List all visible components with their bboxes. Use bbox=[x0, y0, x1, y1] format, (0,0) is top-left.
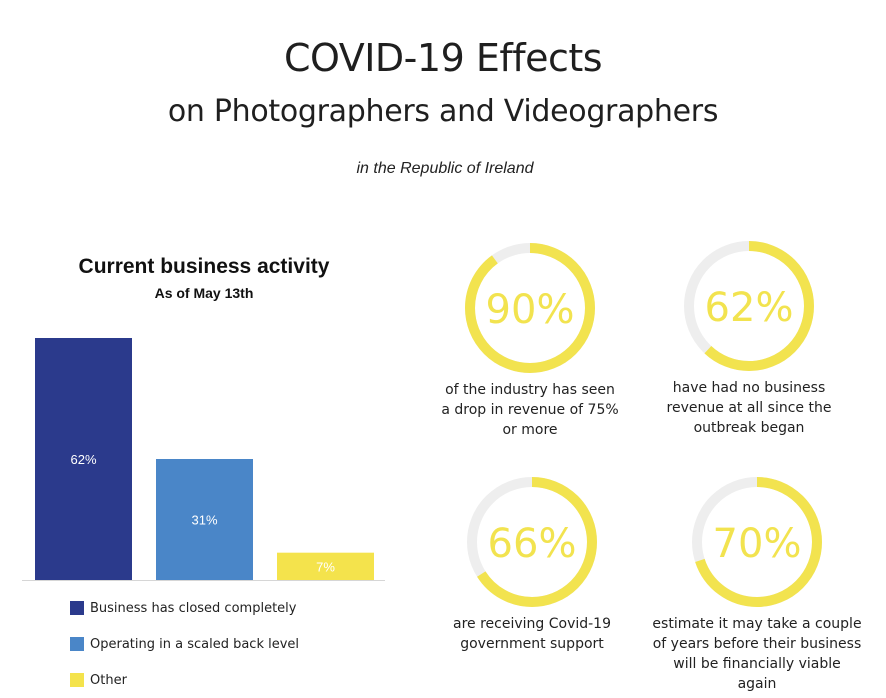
legend-swatch-scaled bbox=[70, 637, 84, 651]
stat-revenue-drop: 90% of the industry has seen a drop in r… bbox=[425, 240, 635, 440]
stat-caption-viability: estimate it may take a couple of years b… bbox=[652, 614, 862, 694]
legend-label-other: Other bbox=[90, 672, 127, 688]
chart-title: Current business activity bbox=[78, 255, 330, 278]
stat-government-support: 66% are receiving Covid-19 government su… bbox=[427, 474, 637, 654]
bar-closed bbox=[35, 338, 132, 580]
ring-fill bbox=[684, 241, 814, 371]
stat-ring-government-support: 66% bbox=[467, 477, 597, 607]
bar-label-other: 7% bbox=[316, 559, 335, 574]
ring-percent-label: 66% bbox=[488, 521, 577, 567]
stat-caption-line: government support bbox=[460, 636, 604, 652]
stat-caption-line: a drop in revenue of 75% bbox=[441, 402, 619, 418]
bar-other bbox=[277, 552, 374, 580]
stat-caption-line: or more bbox=[502, 422, 558, 438]
stat-ring-viability: 70% bbox=[692, 477, 822, 607]
stat-caption-revenue-drop: of the industry has seen a drop in reven… bbox=[425, 380, 635, 440]
ring-fill bbox=[692, 477, 822, 607]
legend-label-scaled: Operating in a scaled back level bbox=[90, 636, 300, 652]
chart-subtitle: As of May 13th bbox=[154, 285, 254, 301]
chart-legend: Business has closed completely Operating… bbox=[70, 590, 299, 698]
bar-chart: 62% 31% 7% bbox=[22, 338, 385, 581]
legend-item-closed: Business has closed completely bbox=[70, 590, 299, 626]
bar-label-scaled: 31% bbox=[191, 513, 217, 528]
legend-item-other: Other bbox=[70, 662, 299, 698]
ring-fill bbox=[467, 477, 597, 607]
legend-swatch-other bbox=[70, 673, 84, 687]
stat-viability: 70% estimate it may take a couple of yea… bbox=[652, 474, 862, 694]
ring-fill bbox=[465, 243, 595, 373]
ring-percent-label: 62% bbox=[705, 285, 794, 331]
stat-caption-line: of the industry has seen bbox=[445, 382, 615, 398]
stat-no-revenue: 62% have had no business revenue at all … bbox=[644, 238, 854, 438]
page-subtitle: on Photographers and Videographers bbox=[167, 94, 719, 129]
bar-label-closed: 62% bbox=[70, 452, 96, 467]
stat-caption-line: of years before their business bbox=[652, 636, 862, 652]
stat-ring-no-revenue: 62% bbox=[684, 241, 814, 371]
page-title: COVID-19 Effects bbox=[283, 36, 603, 80]
stat-caption-line: estimate it may take a couple bbox=[652, 616, 862, 632]
region-label: in the Republic of Ireland bbox=[356, 160, 534, 177]
legend-item-scaled: Operating in a scaled back level bbox=[70, 626, 299, 662]
ring-percent-label: 70% bbox=[713, 521, 802, 567]
ring-percent-label: 90% bbox=[486, 287, 575, 333]
stat-caption-government-support: are receiving Covid-19 government suppor… bbox=[427, 614, 637, 654]
legend-swatch-closed bbox=[70, 601, 84, 615]
stat-caption-line: have had no business bbox=[672, 380, 826, 396]
bar-scaled bbox=[156, 459, 253, 580]
stat-caption-no-revenue: have had no business revenue at all sinc… bbox=[644, 378, 854, 438]
legend-label-closed: Business has closed completely bbox=[90, 600, 297, 616]
stat-caption-line: are receiving Covid-19 bbox=[452, 616, 611, 632]
stat-caption-line: outbreak began bbox=[693, 420, 805, 436]
stat-caption-line: will be financially viable again bbox=[673, 656, 841, 692]
stat-ring-revenue-drop: 90% bbox=[465, 243, 595, 373]
stat-caption-line: revenue at all since the bbox=[666, 400, 832, 416]
